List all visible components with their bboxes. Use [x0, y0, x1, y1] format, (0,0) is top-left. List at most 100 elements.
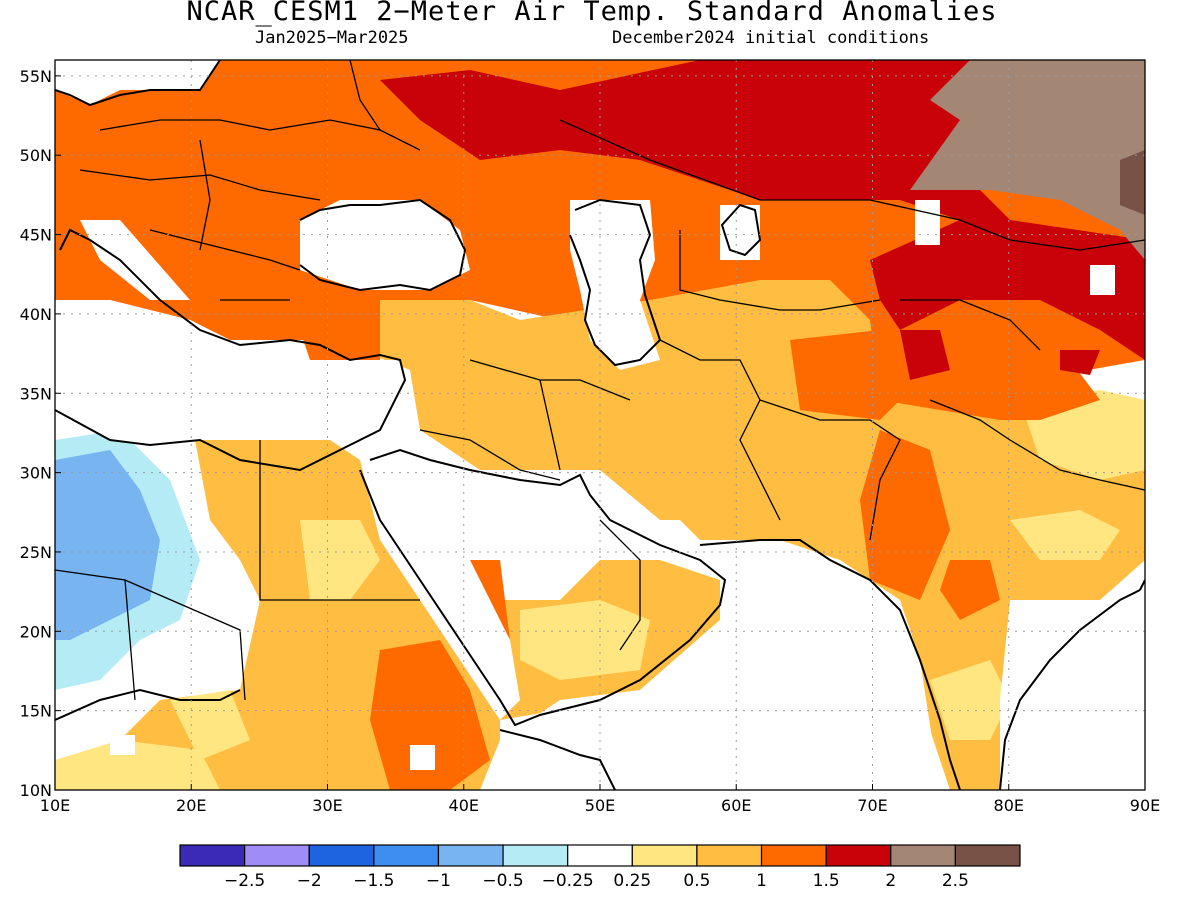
colorbar-label: −1 — [426, 871, 451, 891]
coastline — [999, 589, 1141, 790]
anomaly-region — [980, 360, 1100, 420]
colorbar-swatch — [954, 844, 1021, 867]
colorbar-swatch — [179, 844, 246, 867]
colorbar-label: 1 — [756, 871, 767, 891]
border — [599, 519, 641, 651]
anomaly-region — [300, 520, 380, 600]
aral-sea — [720, 205, 760, 260]
colorbar-swatch — [437, 844, 504, 867]
anomaly-region — [900, 330, 950, 380]
coastline — [699, 539, 961, 790]
lon-tick-label: 70E — [857, 796, 887, 815]
coastline — [359, 448, 727, 727]
lon-tick-label: 20E — [176, 796, 206, 815]
colorbar-label: −2.5 — [224, 871, 265, 891]
anomaly-region — [930, 660, 1010, 740]
coastline — [720, 203, 762, 257]
anomaly-region — [1060, 350, 1100, 375]
colorbar-label: −1.5 — [353, 871, 394, 891]
lat-tick-label: 15N — [20, 702, 52, 721]
anomaly-region — [790, 330, 920, 420]
border — [79, 169, 321, 201]
lon-tick-label: 80E — [994, 796, 1024, 815]
lon-tick-label: 10E — [40, 796, 70, 815]
border — [759, 399, 901, 541]
border — [149, 229, 301, 271]
lat-tick-label: 10N — [20, 781, 52, 800]
lat-tick-label: 40N — [20, 305, 52, 324]
colorbar-swatch — [567, 844, 633, 867]
border — [419, 429, 561, 481]
coastline — [55, 228, 407, 472]
adriatic-sea — [80, 220, 190, 300]
forecast-period: Jan2025−Mar2025 — [255, 28, 409, 48]
anomaly-region — [520, 600, 650, 680]
anomaly-region — [360, 280, 1145, 790]
country-borders — [55, 60, 1145, 701]
lat-tick-label: 50N — [20, 146, 52, 165]
border — [199, 139, 211, 251]
lake-victoria-spot — [410, 745, 435, 770]
red-sea — [360, 460, 520, 720]
border — [349, 60, 381, 131]
balkhash-lake — [915, 200, 940, 245]
coastline — [55, 60, 221, 107]
border — [124, 579, 246, 701]
initial-conditions: December2024 initial conditions — [612, 28, 930, 48]
longitude-labels: 10E 20E 30E 40E 50E 60E 70E 80E 90E — [40, 796, 1160, 815]
persian-gulf — [580, 470, 700, 560]
colorbar-label: 2.5 — [942, 871, 969, 891]
lat-tick-label: 45N — [20, 226, 52, 245]
colorbar-swatch — [890, 844, 956, 867]
anomaly-region — [940, 560, 1000, 620]
colorbar-swatch — [825, 844, 892, 867]
latitude-labels: 10N 15N 20N 25N 30N 35N 40N 45N 50N 55N — [20, 67, 52, 800]
caspian-sea — [570, 200, 660, 370]
anomaly-region — [910, 60, 1145, 260]
colorbar-swatch — [760, 844, 827, 867]
lon-tick-label: 30E — [312, 796, 342, 815]
border — [679, 230, 881, 311]
colorbar-swatch — [696, 844, 763, 867]
anomaly-fills — [55, 60, 1145, 790]
lat-lon-grid — [55, 60, 1145, 790]
colorbar-swatch — [502, 844, 569, 867]
lon-tick-label: 60E — [721, 796, 751, 815]
coastline — [55, 688, 241, 721]
anomaly-region — [55, 450, 160, 640]
colorbar-label: 0.5 — [683, 871, 710, 891]
border — [929, 399, 1145, 491]
border — [559, 119, 1145, 251]
colorbar-label: −2 — [297, 871, 322, 891]
border — [55, 569, 136, 701]
colorbar-swatch — [373, 844, 440, 867]
colorbar-label: 1.5 — [813, 871, 840, 891]
lon-tick-label: 50E — [585, 796, 615, 815]
colorbar-label: −0.25 — [542, 871, 594, 891]
mediterranean-sea — [55, 300, 405, 450]
anomaly-region — [370, 640, 490, 790]
border — [259, 440, 420, 601]
anomaly-region — [55, 740, 220, 790]
map-title: NCAR_CESM1 2−Meter Air Temp. Standard An… — [186, 0, 998, 27]
coastline — [1139, 579, 1145, 591]
bay-of-bengal — [1000, 590, 1145, 790]
anomaly-region — [170, 690, 250, 760]
anomaly-region — [1010, 510, 1120, 560]
border — [469, 359, 631, 401]
colorbar-label: −0.5 — [482, 871, 523, 891]
lake-tana-spot — [110, 735, 135, 755]
axis-ticks — [54, 75, 1146, 791]
lat-tick-label: 20N — [20, 622, 52, 641]
colorbar-labels: −2.5 −2 −1.5 −1 −0.5 −0.25 0.25 0.5 1 1.5 2 2.5 — [224, 871, 969, 891]
anomaly-region — [290, 300, 380, 360]
colorbar-label: 0.25 — [613, 871, 651, 891]
lat-tick-label: 25N — [20, 543, 52, 562]
anomaly-region — [1120, 150, 1145, 215]
arabian-sea — [560, 540, 940, 790]
atlantic-corner — [55, 60, 220, 105]
coastline — [299, 198, 467, 292]
lon-tick-label: 90E — [1130, 796, 1160, 815]
colorbar-swatch — [631, 844, 698, 867]
lat-tick-label: 30N — [20, 464, 52, 483]
